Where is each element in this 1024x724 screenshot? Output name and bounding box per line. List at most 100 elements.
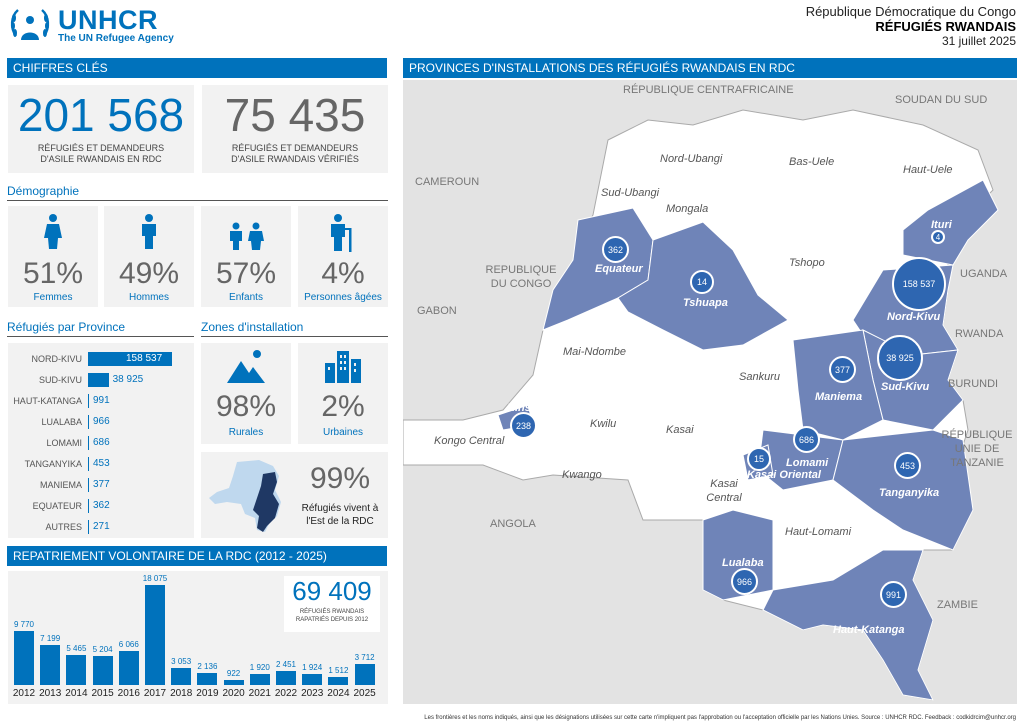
map-province-kwango: Kwango bbox=[562, 469, 602, 481]
repatriation-value-label: 5 204 bbox=[92, 645, 113, 655]
province-row: LUALABA 966 bbox=[8, 411, 194, 432]
repatriation-total-card: 69 409 RÉFUGIÉS RWANDAIS RAPATRIÉS DEPUI… bbox=[284, 576, 380, 632]
map-header: PROVINCES D'INSTALLATIONS DES RÉFUGIÉS R… bbox=[403, 58, 1017, 78]
repatriation-year-label: 2017 bbox=[143, 688, 167, 699]
map-bubble-maniema: 377 bbox=[829, 356, 856, 383]
total-refugees-label: RÉFUGIÉS ET DEMANDEURS D'ASILE RWANDAIS … bbox=[37, 143, 165, 164]
repatriation-value-label: 7 199 bbox=[40, 634, 61, 644]
repatriation-bar bbox=[197, 673, 218, 685]
repatriation-year-label: 2016 bbox=[117, 688, 140, 699]
repatriation-year-label: 2024 bbox=[327, 688, 350, 699]
verified-refugees-card: 75 435 RÉFUGIÉS ET DEMANDEURS D'ASILE RW… bbox=[202, 85, 388, 173]
map-label-rwanda: RWANDA bbox=[955, 328, 1004, 340]
drc-mini-map bbox=[209, 460, 281, 532]
demo-pct-men: 49% bbox=[118, 257, 180, 290]
urban-pct: 2% bbox=[321, 390, 365, 423]
province-name: AUTRES bbox=[45, 521, 82, 532]
province-value: 377 bbox=[93, 479, 110, 490]
map-label-burundi: BURUNDI bbox=[948, 378, 999, 390]
provinces-title: Réfugiés par Province bbox=[7, 320, 194, 337]
repatriation-value-label: 5 465 bbox=[66, 643, 87, 653]
mountains-icon bbox=[227, 350, 265, 383]
province-name: LOMAMI bbox=[46, 437, 82, 448]
repatriation-bar bbox=[171, 668, 192, 685]
drc-map-shapes bbox=[403, 80, 1017, 704]
org-name: UNHCR bbox=[58, 4, 158, 35]
province-bar bbox=[88, 351, 172, 366]
footer-disclaimer: Les frontières et les noms indiqués, ain… bbox=[424, 715, 1016, 721]
map-province-haut-lomami: Haut-Lomami bbox=[785, 526, 852, 538]
rural-label: Rurales bbox=[228, 427, 264, 438]
demo-label-children: Enfants bbox=[229, 292, 263, 303]
province-value: 686 bbox=[93, 437, 110, 448]
demo-card-children: 57% Enfants bbox=[201, 206, 291, 307]
map-province-mongala: Mongala bbox=[666, 203, 709, 215]
repatriation-total-label: RÉFUGIÉS RWANDAIS RAPATRIÉS DEPUIS 2012 bbox=[295, 609, 369, 623]
repatriation-year-label: 2025 bbox=[353, 688, 376, 699]
key-figures-header: CHIFFRES CLÉS bbox=[7, 58, 387, 78]
map-province-kongo-central: Kongo Central bbox=[434, 435, 505, 447]
province-bar-list: NORD-KIVU 158 537 SUD-KIVU 38 925 HAUT-KATAN… bbox=[8, 343, 194, 538]
drc-map: RÉPUBLIQUE CENTRAFRICAINE SOUDAN DU SUD … bbox=[403, 80, 1017, 704]
org-tagline: The UN Refugee Agency bbox=[58, 32, 174, 44]
province-row: SUD-KIVU 38 925 bbox=[8, 369, 194, 390]
province-value: 271 bbox=[93, 521, 110, 532]
province-bar bbox=[88, 414, 89, 429]
map-label-car: RÉPUBLIQUE CENTRAFRICAINE bbox=[623, 84, 794, 96]
settlement-title: Zones d'installation bbox=[201, 320, 388, 337]
total-refugees-card: 201 568 RÉFUGIÉS ET DEMANDEURS D'ASILE R… bbox=[8, 85, 194, 173]
map-province-haut-katanga: Haut-Katanga bbox=[833, 624, 905, 636]
map-label-uganda: UGANDA bbox=[960, 268, 1008, 280]
demo-pct-women: 51% bbox=[22, 257, 84, 290]
demo-label-elderly: Personnes âgées bbox=[304, 292, 382, 303]
map-province-haut-uele: Haut-Uele bbox=[903, 164, 953, 176]
repatriation-year-label: 2020 bbox=[222, 688, 245, 699]
repatriation-value-label: 2 451 bbox=[275, 660, 297, 670]
province-bar bbox=[88, 393, 89, 408]
map-label-cameroon: CAMEROUN bbox=[415, 176, 480, 188]
province-name: LUALABA bbox=[41, 416, 82, 427]
repatriation-bar bbox=[223, 679, 244, 685]
map-label-gabon: GABON bbox=[417, 305, 457, 317]
female-icon bbox=[44, 214, 62, 249]
repatriation-year-label: 2012 bbox=[12, 688, 36, 699]
map-bubble-ituri: 4 bbox=[931, 230, 945, 244]
repatriation-value-label: 9 770 bbox=[13, 619, 35, 629]
rural-pct: 98% bbox=[215, 390, 277, 423]
rural-card: 98% Rurales bbox=[201, 343, 291, 444]
province-name: NORD-KIVU bbox=[31, 353, 82, 364]
province-value: 38 925 bbox=[112, 374, 144, 385]
province-row: HAUT-KATANGA 991 bbox=[8, 390, 194, 411]
province-value: 158 537 bbox=[126, 353, 163, 364]
map-bubble-nord-kivu: 158 537 bbox=[892, 257, 946, 311]
repatriation-bar bbox=[118, 651, 139, 685]
province-row: LOMAMI 686 bbox=[8, 432, 194, 453]
map-province-kwilu: Kwilu bbox=[590, 418, 617, 430]
urban-label: Urbaines bbox=[322, 427, 364, 438]
province-bar bbox=[88, 456, 89, 471]
province-bar bbox=[88, 519, 89, 534]
map-province-kasai-oriental: Kasai Oriental bbox=[747, 469, 821, 481]
map-label-zambia: ZAMBIE bbox=[937, 599, 978, 611]
repatriation-bar bbox=[66, 654, 87, 685]
province-row: EQUATEUR 362 bbox=[8, 495, 194, 516]
repatriation-year-label: 2022 bbox=[274, 688, 298, 699]
repatriation-total-value: 69 409 bbox=[292, 576, 372, 606]
repatriation-year-label: 2014 bbox=[65, 688, 88, 699]
east-label: Réfugiés vivent à l'Est de la RDC bbox=[301, 503, 379, 527]
map-province-tshopo: Tshopo bbox=[789, 257, 825, 269]
map-label-south-sudan: SOUDAN DU SUD bbox=[895, 94, 988, 106]
repatriation-bar bbox=[276, 671, 296, 685]
map-province-bas-uele: Bas-Uele bbox=[789, 156, 835, 168]
map-province-kasai: Kasai bbox=[666, 424, 694, 436]
country-name: République Démocratique du Congo bbox=[805, 4, 1016, 19]
report-date: 31 juillet 2025 bbox=[941, 34, 1016, 48]
east-rdc-card: 99% Réfugiés vivent à l'Est de la RDC bbox=[201, 452, 388, 538]
repatriation-year-label: 2015 bbox=[91, 688, 114, 699]
repatriation-value-label: 3 053 bbox=[171, 657, 192, 667]
repatriation-bar bbox=[328, 676, 349, 685]
unhcr-logo: UNHCR The UN Refugee Agency bbox=[8, 6, 174, 44]
report-header: République Démocratique du Congo RÉFUGIÉ… bbox=[806, 4, 1016, 49]
province-value: 453 bbox=[93, 458, 110, 469]
province-value: 362 bbox=[93, 500, 110, 511]
